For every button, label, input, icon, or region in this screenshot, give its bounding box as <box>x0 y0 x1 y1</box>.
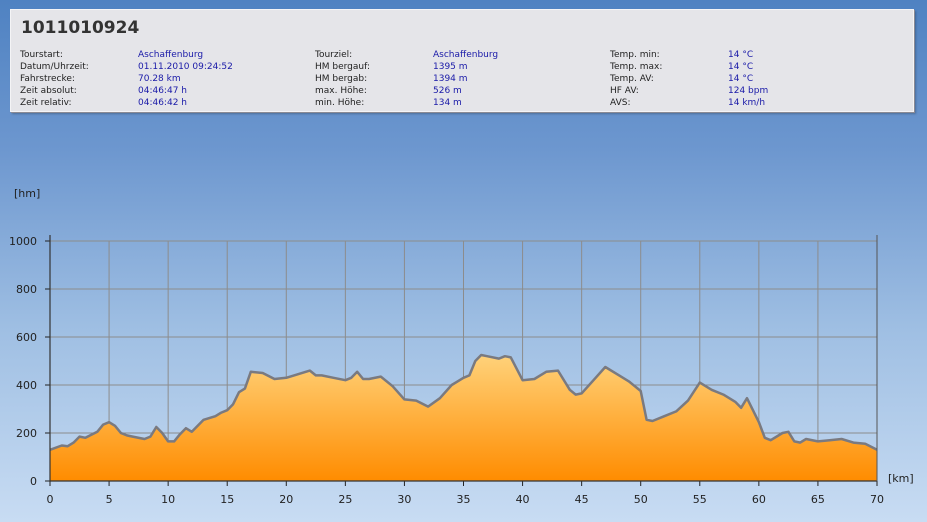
info-value: 14 km/h <box>728 98 766 108</box>
info-label: Fahrstrecke: <box>20 74 75 84</box>
y-tick-label: 1000 <box>9 235 37 248</box>
info-value: 14 °C <box>728 74 754 84</box>
info-label: HM bergauf: <box>315 62 370 72</box>
info-value: 526 m <box>433 86 462 96</box>
info-label: Zeit absolut: <box>20 86 77 96</box>
x-tick-label: 40 <box>516 493 530 506</box>
info-value: 124 bpm <box>728 86 769 96</box>
info-value: Aschaffenburg <box>138 50 204 60</box>
info-value: 70.28 km <box>138 74 181 84</box>
info-value: 14 °C <box>728 50 754 60</box>
elevation-area <box>50 355 877 481</box>
x-tick-label: 55 <box>693 493 707 506</box>
x-tick-label: 25 <box>338 493 352 506</box>
y-axis-unit-label: [hm] <box>14 187 40 200</box>
x-tick-label: 60 <box>752 493 766 506</box>
tour-info-panel: 1011010924 Tourstart: Aschaffenburg Datu… <box>10 9 914 112</box>
x-tick-label: 65 <box>811 493 825 506</box>
info-row-tourziel: Tourziel: Aschaffenburg <box>315 49 498 61</box>
info-row-zeit-relativ: Zeit relativ: 04:46:42 h <box>20 97 233 109</box>
chart-axes <box>45 235 878 486</box>
info-row-max-hoehe: max. Höhe: 526 m <box>315 85 498 97</box>
info-row-fahrstrecke: Fahrstrecke: 70.28 km <box>20 73 233 85</box>
info-label: min. Höhe: <box>315 98 365 108</box>
x-tick-label: 20 <box>279 493 293 506</box>
info-row-temp-av: Temp. AV: 14 °C <box>610 73 768 85</box>
info-label: Temp. min: <box>610 50 660 60</box>
info-value: 134 m <box>433 98 462 108</box>
info-value: 14 °C <box>728 62 754 72</box>
info-row-tourstart: Tourstart: Aschaffenburg <box>20 49 233 61</box>
info-column-3: Temp. min: 14 °C Temp. max: 14 °C Temp. … <box>610 49 768 109</box>
tour-title: 1011010924 <box>21 18 140 38</box>
info-column-1: Tourstart: Aschaffenburg Datum/Uhrzeit: … <box>20 49 233 109</box>
x-tick-label: 70 <box>870 493 884 506</box>
info-row-temp-max: Temp. max: 14 °C <box>610 61 768 73</box>
y-tick-label: 400 <box>16 379 37 392</box>
info-row-temp-min: Temp. min: 14 °C <box>610 49 768 61</box>
y-tick-label: 200 <box>16 427 37 440</box>
info-column-2: Tourziel: Aschaffenburg HM bergauf: 1395… <box>315 49 498 109</box>
info-value: 01.11.2010 09:24:52 <box>138 62 233 72</box>
x-tick-label: 45 <box>575 493 589 506</box>
info-value: 04:46:42 h <box>138 98 187 108</box>
info-label: AVS: <box>610 98 631 108</box>
info-value: 04:46:47 h <box>138 86 187 96</box>
info-row-hm-bergauf: HM bergauf: 1395 m <box>315 61 498 73</box>
x-tick-label: 10 <box>161 493 175 506</box>
info-value: 1394 m <box>433 74 468 84</box>
chart-tick-labels: 0 5 10 15 20 25 30 35 40 45 50 55 60 65 70 0 200 400 600 80… <box>9 235 884 506</box>
info-label: HF AV: <box>610 86 639 96</box>
info-label: max. Höhe: <box>315 86 367 96</box>
x-axis-unit-label: [km] <box>888 472 914 485</box>
info-row-zeit-absolut: Zeit absolut: 04:46:47 h <box>20 85 233 97</box>
info-label: HM bergab: <box>315 74 368 84</box>
info-label: Temp. AV: <box>610 74 654 84</box>
info-row-min-hoehe: min. Höhe: 134 m <box>315 97 498 109</box>
info-label: Tourstart: <box>20 50 63 60</box>
info-value: 1395 m <box>433 62 468 72</box>
x-tick-label: 15 <box>220 493 234 506</box>
y-tick-label: 800 <box>16 283 37 296</box>
info-row-hf-av: HF AV: 124 bpm <box>610 85 768 97</box>
info-value: Aschaffenburg <box>433 50 499 60</box>
x-tick-label: 5 <box>106 493 113 506</box>
info-row-avs: AVS: 14 km/h <box>610 97 768 109</box>
x-tick-label: 35 <box>457 493 471 506</box>
elevation-line <box>49 353 878 451</box>
info-label: Datum/Uhrzeit: <box>20 62 89 72</box>
info-label: Temp. max: <box>610 62 663 72</box>
info-label: Tourziel: <box>315 50 353 60</box>
y-tick-label: 600 <box>16 331 37 344</box>
info-label: Zeit relativ: <box>20 98 72 108</box>
info-row-datum: Datum/Uhrzeit: 01.11.2010 09:24:52 <box>20 61 233 73</box>
x-tick-label: 0 <box>47 493 54 506</box>
x-tick-label: 30 <box>397 493 411 506</box>
x-tick-label: 50 <box>634 493 648 506</box>
y-tick-label: 0 <box>30 475 37 488</box>
info-row-hm-bergab: HM bergab: 1394 m <box>315 73 498 85</box>
